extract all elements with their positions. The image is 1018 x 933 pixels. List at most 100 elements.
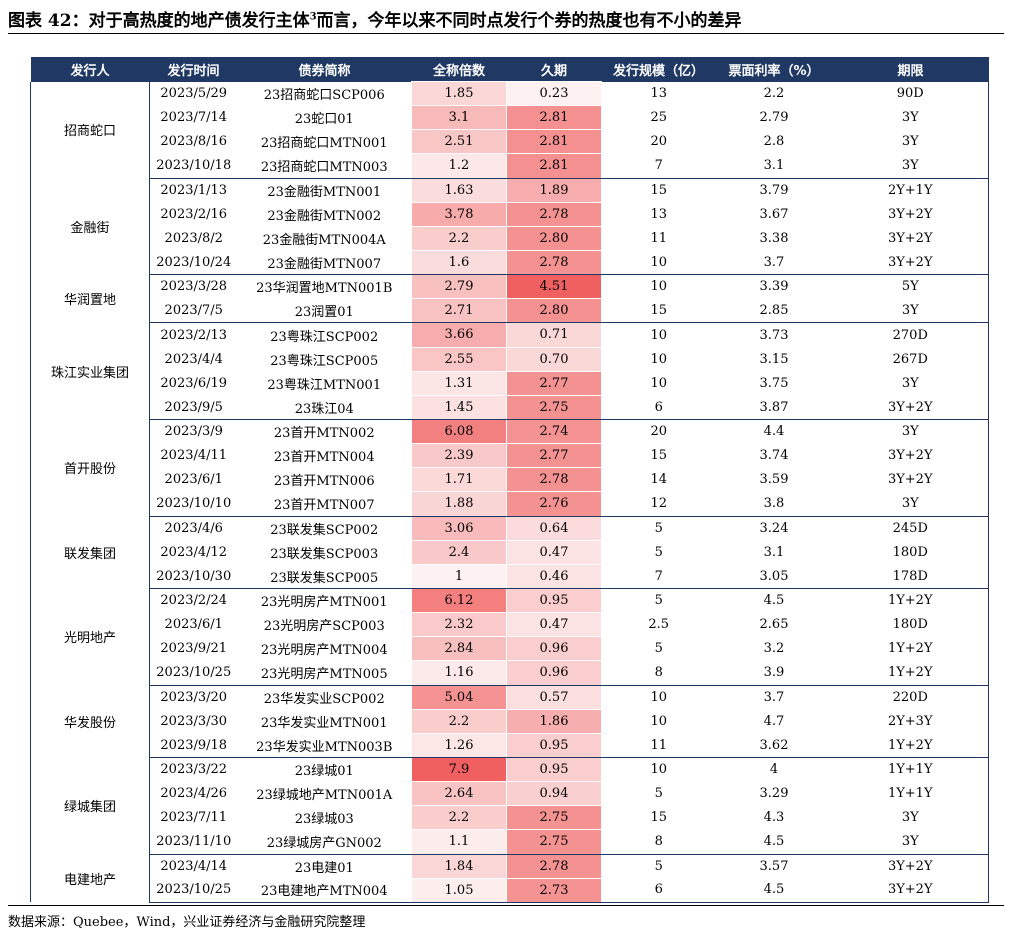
term-cell: 3Y: [832, 805, 989, 830]
issue-size-cell: 5: [654, 520, 663, 536]
bond-name-cell: 23电建地产MTN004: [237, 878, 412, 903]
term-cell: 3Y: [832, 153, 989, 179]
issue-size-cell: 13: [650, 206, 668, 222]
duration-cell: 2.81: [506, 153, 602, 179]
term-cell: 180D: [832, 540, 989, 565]
bond-name-cell: 23电建01: [294, 860, 354, 876]
duration-cell: 0.71: [506, 322, 602, 348]
issue-size-cell: 7: [601, 153, 716, 179]
term-cell: 2Y+3Y: [832, 709, 989, 734]
term-cell: 178D: [832, 564, 989, 589]
table-row: 2023/2/16 23金融街MTN002 3.78 2.78 13 3.67 3Y+2Y: [31, 201, 989, 227]
coupon-rate-cell: 3.7: [763, 689, 785, 705]
issue-size-cell: 10: [650, 689, 668, 705]
subscription-multiple-cell: 1.31: [411, 370, 507, 396]
coupon-rate-cell: 3.57: [759, 858, 789, 874]
table-row: 首开股份 2023/3/9 23首开MTN002 6.08 2.74 20 4.4 3Y: [30, 418, 989, 517]
bond-name-cell: 23粤珠江SCP002: [270, 329, 379, 345]
subscription-multiple-cell: 2.32: [411, 612, 507, 638]
term-cell: 90D: [832, 81, 989, 106]
duration-cell: 0.95: [506, 732, 602, 758]
duration-cell: 0.95: [506, 587, 602, 614]
issue-date-cell: 2023/9/5: [149, 395, 238, 420]
issuer-cell: 电建地产: [30, 854, 150, 903]
issue-date-cell: 2023/6/1: [164, 617, 223, 633]
subscription-multiple-cell: 2.51: [411, 129, 507, 155]
subscription-multiple-cell: 3.06: [411, 515, 507, 541]
duration-cell: 0.70: [506, 346, 602, 372]
bond-name-cell: 23华发实业SCP002: [263, 691, 385, 707]
issue-size-cell: 10: [650, 375, 668, 391]
term-cell: 220D: [832, 685, 989, 710]
table-row: 电建地产 2023/4/14 23电建01 1.84 2.78 5 3.57 3Y+2Y: [30, 853, 989, 903]
bond-table: 发行人 发行时间 债券简称 全称倍数 久期 发行规模（亿） 票面利率（%） 期限 招商蛇口 20…: [30, 57, 989, 903]
subscription-multiple-cell: 1.85: [411, 80, 507, 107]
coupon-rate-cell: 2.85: [715, 298, 833, 324]
term-cell: 3Y: [832, 371, 989, 396]
issue-date-cell: 2023/4/4: [164, 351, 223, 367]
table-row: 2023/8/16 23招商蛇口MTN001 2.51 2.81 20 2.8 3Y: [31, 129, 989, 155]
bond-name-cell: 23首开MTN002: [273, 426, 375, 442]
term-cell: 5Y: [832, 274, 989, 299]
table-row: 光明地产 2023/2/24 23光明房产MTN001 6.12 0.95 5 4.5 1Y+…: [30, 587, 989, 686]
issue-size-cell: 10: [650, 351, 668, 367]
issue-date-cell: 2023/4/6: [164, 520, 223, 536]
duration-cell: 0.23: [506, 80, 602, 107]
duration-cell: 2.77: [506, 443, 602, 469]
term-cell: 3Y: [832, 491, 989, 517]
bond-name-cell: 23金融街MTN001: [267, 184, 382, 200]
duration-cell: 0.57: [506, 684, 602, 710]
issue-date-cell: 2023/4/26: [160, 786, 228, 802]
issue-date-cell: 2023/9/21: [160, 641, 228, 657]
subscription-multiple-cell: 2.39: [411, 443, 507, 469]
issuer-cell: 华发股份: [30, 685, 150, 758]
table-row: 2023/6/1 23首开MTN006 1.71 2.78 14 3.59 3Y+2Y: [31, 467, 989, 493]
duration-cell: 0.94: [506, 781, 602, 807]
table-header-row: 发行人 发行时间 债券简称 全称倍数 久期 发行规模（亿） 票面利率（%） 期限: [30, 57, 989, 82]
duration-cell: 2.81: [506, 129, 602, 155]
subscription-multiple-cell: 5.04: [411, 684, 507, 710]
issue-date-cell: 2023/3/22: [160, 762, 228, 778]
duration-cell: 0.96: [506, 660, 602, 686]
issuer-cell: 首开股份: [30, 419, 150, 517]
bond-name-cell: 23绿城房产GN002: [237, 829, 412, 855]
issue-date-cell: 2023/9/18: [149, 733, 238, 758]
issue-date-cell: 2023/6/19: [160, 375, 228, 391]
bond-name-cell: 23金融街MTN004A: [262, 232, 386, 248]
term-cell: 3Y: [832, 829, 989, 855]
source-note: 数据来源：Quebee，Wind，兴业证券经济与金融研究院整理: [8, 915, 366, 930]
issue-size-cell: 13: [650, 86, 668, 102]
table-row: 2023/10/18 23招商蛇口MTN003 1.2 2.81 7 3.1 3Y: [31, 153, 989, 179]
issue-size-cell: 5: [654, 593, 663, 609]
issue-size-cell: 5: [654, 858, 663, 874]
column-header: 债券简称: [237, 57, 412, 82]
table-row: 金融街 2023/1/13 23金融街MTN001 1.63 1.89 15 3.79 2Y+…: [30, 177, 989, 275]
subscription-multiple-cell: 2.64: [411, 781, 507, 807]
duration-cell: 2.80: [506, 225, 602, 251]
coupon-rate-cell: 2.2: [763, 86, 785, 102]
coupon-rate-cell: 3.87: [715, 395, 833, 420]
table-row: 2023/4/26 23绿城地产MTN001A 2.64 0.94 5 3.29 1Y+1Y: [31, 781, 989, 807]
bond-name-cell: 23招商蛇口MTN001: [260, 136, 388, 152]
duration-cell: 2.77: [506, 370, 602, 396]
subscription-multiple-cell: 6.08: [411, 418, 507, 445]
column-header: 期限: [832, 57, 989, 82]
table-row: 2023/8/2 23金融街MTN004A 2.2 2.80 11 3.38 3Y+2Y: [31, 225, 989, 251]
subscription-multiple-cell: 1.26: [411, 732, 507, 758]
coupon-rate-cell: 2.65: [759, 617, 789, 633]
term-cell: 3Y+2Y: [832, 467, 989, 492]
table-row: 2023/10/24 23金融街MTN007 1.6 2.78 10 3.7 3Y+2Y: [31, 249, 989, 276]
table-row: 2023/4/11 23首开MTN004 2.39 2.77 15 3.74 3Y+2Y: [31, 443, 989, 469]
issue-size-cell: 20: [650, 134, 668, 150]
subscription-multiple-cell: 1.88: [411, 491, 507, 517]
coupon-rate-cell: 2.8: [763, 134, 785, 150]
duration-cell: 0.96: [506, 636, 602, 662]
subscription-multiple-cell: 1.6: [411, 249, 507, 276]
term-cell: 3Y+2Y: [832, 250, 989, 276]
coupon-rate-cell: 3.15: [759, 351, 789, 367]
bond-name-cell: 23绿城地产MTN001A: [256, 788, 393, 804]
issue-size-cell: 15: [601, 298, 716, 324]
coupon-rate-cell: 4.7: [763, 713, 785, 729]
title-divider: [8, 33, 1004, 34]
subscription-multiple-cell: 1.84: [411, 853, 507, 879]
